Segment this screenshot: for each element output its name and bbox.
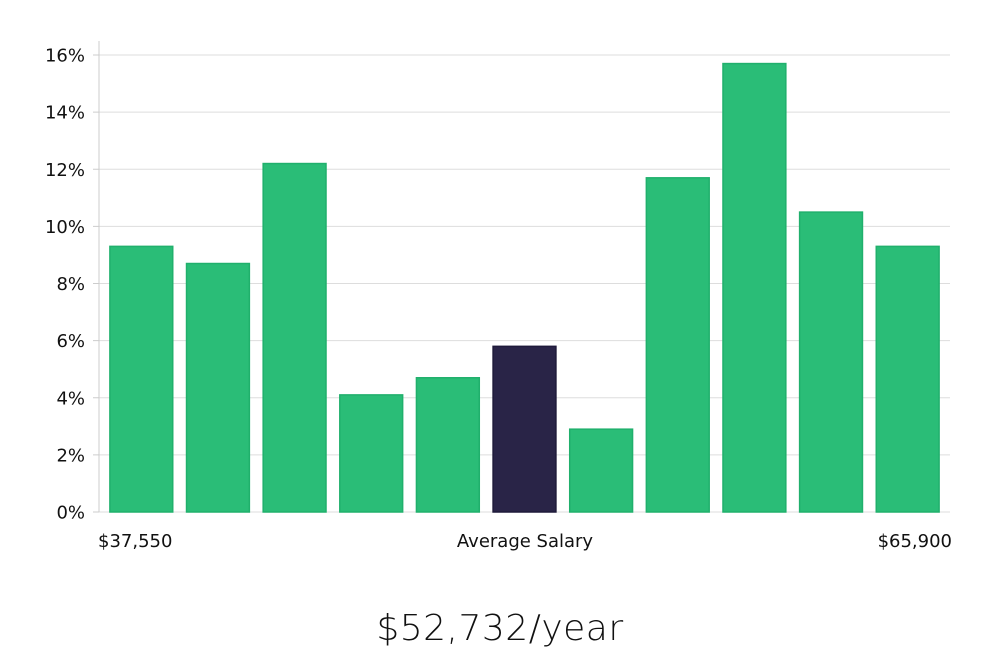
bar [185, 262, 251, 513]
bar [109, 245, 174, 513]
y-tick-label: 4% [56, 388, 85, 409]
y-tick-label: 2% [56, 445, 85, 466]
y-tick-label: 14% [45, 103, 85, 124]
y-tick-label: 8% [56, 274, 85, 295]
bar [722, 62, 787, 513]
y-tick-label: 12% [45, 160, 85, 181]
bar [798, 211, 864, 513]
bar [262, 162, 327, 513]
average-salary-value: $52,732/year [376, 608, 624, 649]
bar [415, 377, 481, 513]
bar [875, 245, 940, 513]
x-label-max: $65,900 [878, 531, 952, 552]
y-tick-label: 6% [56, 331, 85, 352]
bar [339, 394, 404, 513]
salary-histogram: 0% 2% 4% 6% 8% 10% 12% 14% 16% $37,550 Average S… [45, 41, 952, 552]
bar-highlight [492, 345, 557, 513]
x-label-min: $37,550 [98, 531, 172, 552]
bar [568, 428, 634, 513]
y-tick-label: 10% [45, 217, 85, 238]
y-tick-label: 16% [45, 46, 85, 67]
bars [109, 62, 940, 513]
y-axis-ticks: 0% 2% 4% 6% 8% 10% 12% 14% 16% [45, 46, 99, 524]
y-tick-label: 0% [56, 503, 85, 524]
bar [645, 177, 710, 513]
x-label-center: Average Salary [457, 531, 594, 552]
